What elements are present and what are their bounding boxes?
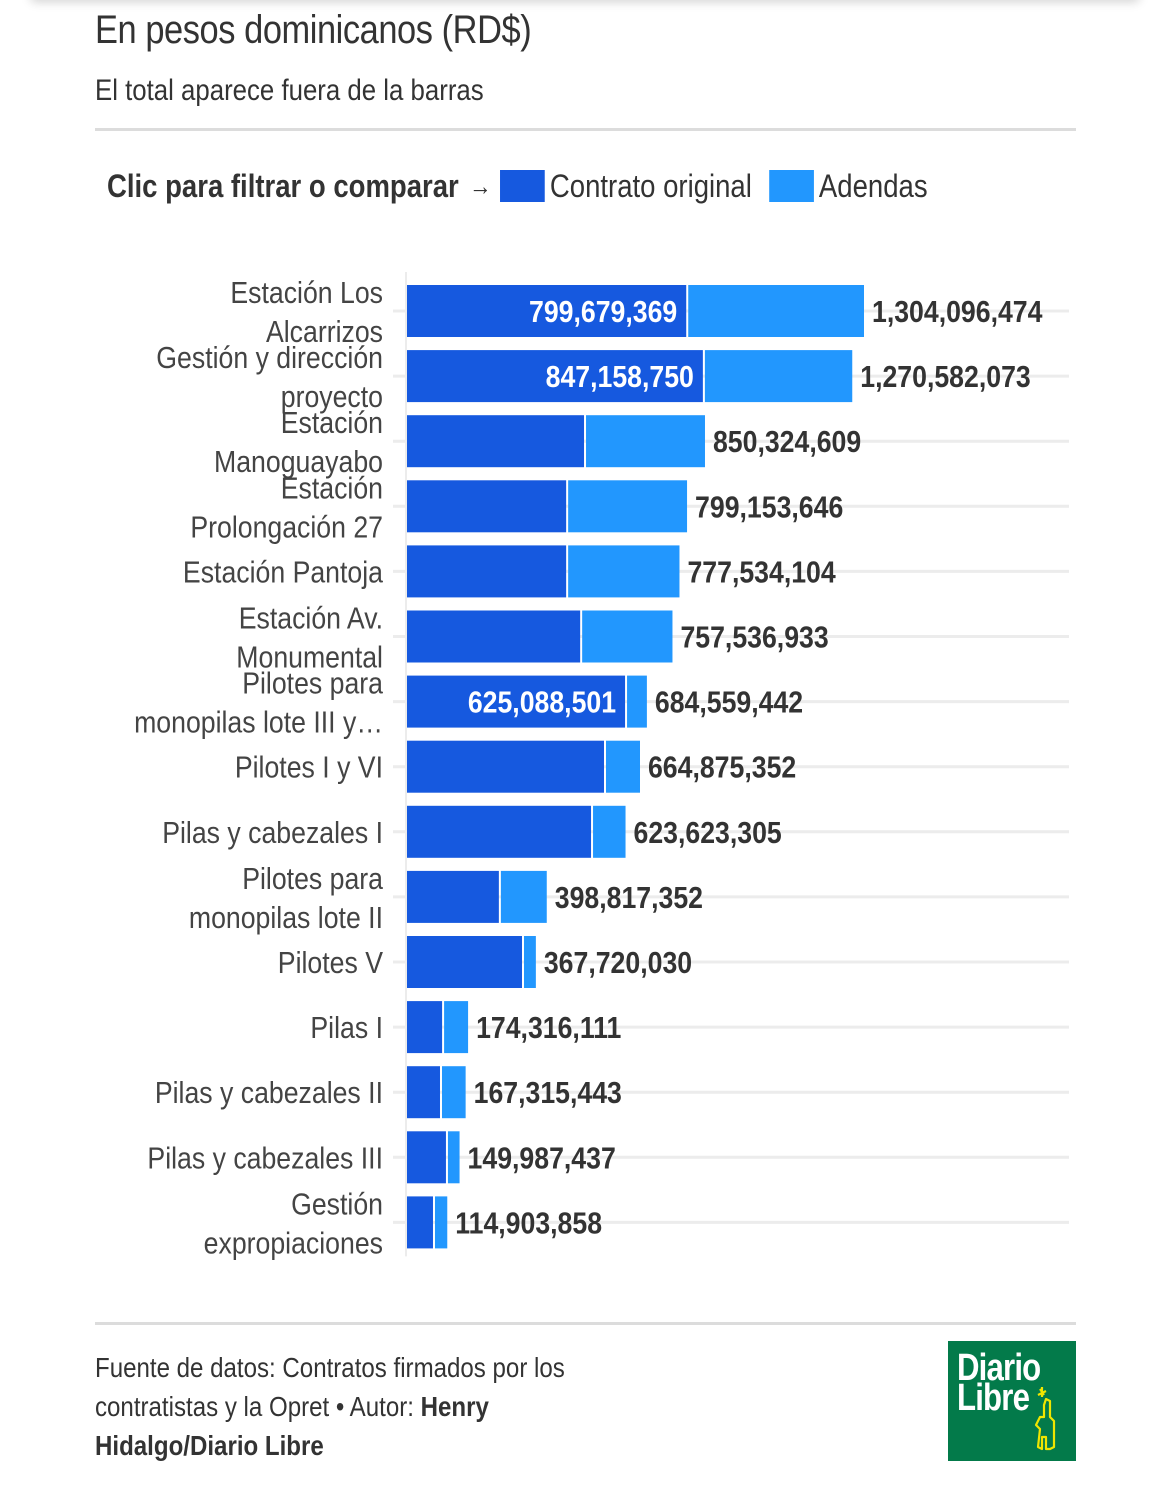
- bar-total-label: 684,559,442: [655, 686, 803, 720]
- logo-line2: Libre: [957, 1377, 1030, 1419]
- bar-contrato-original[interactable]: [407, 675, 626, 728]
- category-label: expropiaciones: [204, 1227, 383, 1261]
- bar-total-label: 367,720,030: [544, 946, 692, 980]
- bar-inside-label: 799,679,369: [529, 295, 677, 329]
- bar-total-label: 799,153,646: [695, 490, 843, 524]
- bar-contrato-original[interactable]: [407, 1131, 446, 1184]
- category-label: Pilotes para: [242, 862, 384, 896]
- bar-total-label: 623,623,305: [634, 816, 782, 850]
- footer-credits: Fuente de datos: Contratos firmados por …: [95, 1348, 628, 1465]
- legend-label: Contrato original: [549, 167, 752, 204]
- bar-adendas[interactable]: [444, 1001, 469, 1054]
- author-name: Henry Hidalgo/Diario Libre: [95, 1391, 489, 1461]
- bar-adendas[interactable]: [627, 675, 647, 728]
- category-label: Gestión: [291, 1188, 383, 1222]
- bar-adendas[interactable]: [523, 936, 536, 988]
- bar-contrato-original[interactable]: [407, 1196, 433, 1249]
- bar-adendas[interactable]: [593, 805, 626, 858]
- stacked-bar-chart: 799,679,369 1,304,096,474 Estación Los Alca…: [134, 272, 1069, 1261]
- category-label: Estación Pantoja: [183, 556, 384, 590]
- category-label: Pilotes I y VI: [235, 751, 383, 785]
- diario-libre-logo[interactable]: Diario Libre: [948, 1341, 1076, 1461]
- bar-adendas[interactable]: [605, 740, 640, 793]
- bar-total-label: 398,817,352: [555, 881, 703, 915]
- bar-contrato-original[interactable]: [407, 1001, 443, 1054]
- bar-inside-label: 625,088,501: [468, 686, 616, 720]
- chart-title: En pesos dominicanos (RD$): [95, 8, 532, 52]
- bar-total-label: 174,316,111: [476, 1011, 621, 1045]
- category-label: Monumental: [236, 641, 383, 675]
- bar-adendas[interactable]: [582, 610, 673, 663]
- bar-adendas[interactable]: [688, 285, 864, 337]
- legend-prompt: Clic para filtrar o comparar: [107, 167, 459, 204]
- category-label: Gestión y dirección: [156, 341, 383, 375]
- bar-total-label: 850,324,609: [713, 425, 861, 459]
- category-label: monopilas lote III y…: [134, 706, 383, 740]
- bar-total-label: 1,304,096,474: [872, 295, 1042, 329]
- category-label: monopilas lote II: [189, 901, 383, 935]
- bar-total-label: 114,903,858: [455, 1207, 602, 1241]
- statue-mascot-icon: [1034, 1387, 1056, 1451]
- bar-adendas[interactable]: [568, 480, 688, 533]
- chart-subtitle: El total aparece fuera de la barras: [95, 74, 484, 107]
- bar-total-label: 149,987,437: [468, 1141, 616, 1175]
- bar-contrato-original[interactable]: [407, 805, 592, 858]
- category-label: Pilas I: [310, 1011, 383, 1045]
- bar-inside-label: 847,158,750: [546, 360, 694, 394]
- category-label: Pilas y cabezales III: [147, 1141, 383, 1175]
- bar-total-label: 777,534,104: [687, 556, 835, 590]
- bar-adendas[interactable]: [704, 350, 853, 403]
- category-label: Manoguayabo: [214, 445, 383, 479]
- category-label: Alcarrizos: [266, 315, 383, 349]
- category-label: Estación Los: [230, 276, 383, 310]
- bar-contrato-original[interactable]: [407, 1066, 440, 1119]
- bar-total-label: 664,875,352: [648, 751, 796, 785]
- bar-contrato-original[interactable]: [407, 415, 585, 468]
- bar-adendas[interactable]: [568, 545, 680, 598]
- footer-divider: [95, 1322, 1076, 1325]
- bar-contrato-original[interactable]: [407, 870, 499, 923]
- legend-label: Adendas: [818, 167, 928, 204]
- bar-adendas[interactable]: [500, 870, 547, 923]
- bar-total-label: 757,536,933: [680, 621, 828, 655]
- category-label: Estación: [281, 406, 383, 440]
- category-label: Prolongación 27: [190, 510, 383, 544]
- bar-contrato-original[interactable]: [407, 350, 703, 403]
- bar-contrato-original[interactable]: [407, 480, 567, 533]
- bar-contrato-original[interactable]: [407, 545, 567, 598]
- legend-swatch-adendas: [769, 170, 814, 202]
- bar-adendas[interactable]: [434, 1196, 448, 1249]
- legend-item-adendas[interactable]: Adendas: [769, 168, 928, 205]
- category-label: proyecto: [281, 380, 383, 414]
- bar-contrato-original[interactable]: [407, 936, 522, 988]
- header-divider: [95, 128, 1076, 131]
- bar-adendas[interactable]: [441, 1066, 466, 1119]
- category-label: Pilas y cabezales I: [162, 816, 383, 850]
- logo-line1: Diario: [957, 1347, 1041, 1389]
- bar-total-label: 167,315,443: [474, 1076, 622, 1110]
- legend-item-contrato-original[interactable]: Contrato original: [500, 168, 752, 205]
- bar-total-label: 1,270,582,073: [860, 360, 1030, 394]
- bar-contrato-original[interactable]: [407, 740, 604, 793]
- arrow-right-icon: →: [469, 170, 492, 201]
- bar-adendas[interactable]: [447, 1131, 460, 1184]
- category-label: Pilotes para: [242, 667, 384, 701]
- source-text: Fuente de datos: Contratos firmados por …: [95, 1352, 565, 1422]
- bar-contrato-original[interactable]: [407, 285, 687, 337]
- category-label: Estación: [281, 471, 383, 505]
- legend: Clic para filtrar o comparar → Contrato …: [107, 166, 945, 206]
- category-label: Estación Av.: [239, 602, 383, 636]
- category-label: Pilas y cabezales II: [155, 1076, 383, 1110]
- bar-adendas[interactable]: [586, 415, 705, 468]
- category-label: Pilotes V: [278, 946, 384, 980]
- legend-swatch-contrato-original: [500, 170, 545, 202]
- bar-contrato-original[interactable]: [407, 610, 581, 663]
